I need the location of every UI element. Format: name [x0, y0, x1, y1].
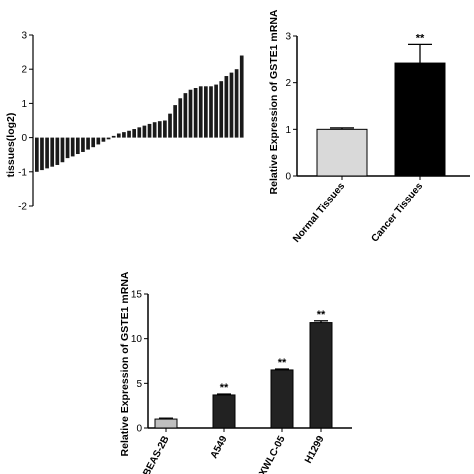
chart3-y-tick-label: 10 — [131, 334, 143, 345]
chart1-bar — [132, 129, 137, 138]
tissue-expression-chart: Relative Expression of GSTE1 mRNA 0 1 2 3 No… — [268, 9, 470, 245]
chart1-y-tick-label: 3 — [21, 31, 27, 42]
chart1-bar — [183, 93, 188, 138]
chart2-significance-label: ** — [416, 32, 425, 44]
chart1-bar — [86, 137, 90, 150]
chart3-significance-label: ** — [317, 309, 326, 321]
chart2-x-tick-label: Normal Tissues — [291, 181, 347, 245]
chart1-bar — [193, 88, 198, 138]
chart1-bar — [75, 137, 80, 155]
chart3-bar — [154, 418, 178, 429]
chart1-bar — [219, 81, 224, 138]
chart1-y-tick-label: 0 — [21, 133, 27, 144]
chart1-bar — [234, 69, 239, 138]
chart1-bar — [157, 121, 162, 138]
chart3-y-tick-label: 0 — [136, 424, 142, 435]
chart1-bar — [111, 135, 116, 138]
chart3-x-tick-label: A549 — [209, 434, 230, 461]
chart3-significance-label: ** — [278, 357, 287, 369]
chart3-bar — [270, 369, 294, 429]
chart3-y-tick-label: 15 — [131, 290, 143, 301]
chart1-bar — [127, 130, 131, 138]
chart1-bar — [224, 76, 229, 138]
chart2-y-tick-label: 0 — [285, 172, 291, 183]
chart3-y-axis-label: Relative Expression of GSTE1 mRNA — [119, 271, 131, 456]
chart1-bar — [152, 122, 157, 138]
chart2-y-tick-label: 2 — [285, 78, 291, 89]
chart1-bar — [55, 137, 60, 165]
chart1-bar — [178, 98, 183, 138]
chart1-bar — [101, 137, 106, 142]
chart3-bar — [212, 394, 236, 429]
chart2-y-axis-label: Relative Expression of GSTE1 mRNA — [268, 9, 280, 194]
chart1-bar — [50, 137, 55, 167]
chart1-bar — [163, 120, 167, 138]
chart1-bar — [147, 123, 152, 138]
chart1-bar — [70, 137, 75, 157]
chart1-bar — [65, 137, 70, 159]
chart1-y-tick-label: 1 — [21, 99, 27, 110]
chart1-bar — [214, 84, 218, 138]
chart1-bar — [239, 55, 244, 138]
chart3-x-tick-label: BEAS-2B — [141, 434, 171, 474]
chart1-bar — [229, 72, 234, 138]
chart1-y-tick-label: -2 — [18, 202, 27, 213]
chart1-bar — [96, 137, 101, 145]
chart3-y-tick-label: 5 — [136, 379, 142, 390]
chart1-y-tick-label: -1 — [18, 167, 27, 178]
chart1-bar — [60, 137, 65, 163]
chart2-bar — [316, 128, 368, 177]
chart2-y-tick-label: 1 — [285, 125, 291, 136]
chart3-x-tick-label: H1299 — [303, 434, 327, 466]
chart1-bar — [142, 125, 147, 138]
chart1-y-tick-label: 2 — [21, 65, 27, 76]
chart3-x-tick-label: XWLC-05 — [257, 434, 288, 474]
chart3-bar — [309, 322, 333, 429]
chart1-bar — [122, 132, 126, 138]
chart2-bar — [394, 62, 446, 177]
chart1-bar — [91, 137, 96, 148]
chart1-bar — [116, 133, 121, 138]
chart1-bar — [188, 89, 193, 138]
chart1-y-axis-label: tissues(log2) — [5, 113, 17, 178]
chart1-bar — [204, 86, 208, 138]
chart3-significance-label: ** — [220, 382, 229, 394]
cell-line-expression-chart: Relative Expression of GSTE1 mRNA 0 5 10 15… — [119, 271, 352, 474]
chart1-bar — [35, 137, 39, 172]
waterfall-chart: tissues(log2) 3 2 1 0 -1 -2 — [5, 31, 244, 213]
chart1-bar — [137, 127, 142, 138]
chart1-bar — [106, 137, 111, 140]
chart2-x-tick-label: Cancer Tissues — [369, 181, 425, 245]
chart1-bar — [168, 113, 172, 138]
chart1-bar — [45, 137, 49, 169]
chart2-y-tick-label: 3 — [285, 32, 291, 43]
chart1-bar — [198, 86, 203, 138]
chart1-bar — [209, 86, 213, 138]
chart1-bar — [173, 105, 177, 138]
chart1-bar — [81, 137, 85, 152]
chart1-bar — [40, 137, 44, 171]
